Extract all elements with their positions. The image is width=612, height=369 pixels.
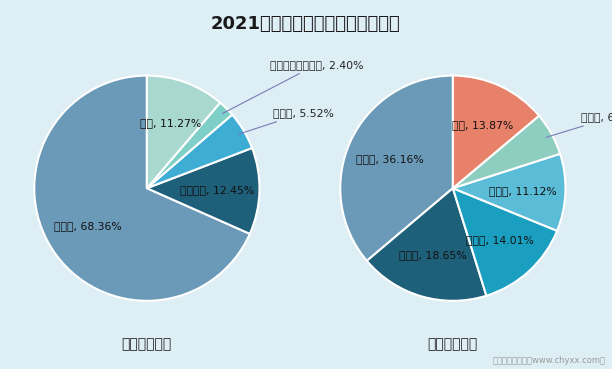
Wedge shape [147,115,252,188]
Wedge shape [453,188,557,296]
Text: 上海市, 6.19%: 上海市, 6.19% [546,113,612,137]
Text: 四川省, 14.01%: 四川省, 14.01% [466,235,534,245]
Wedge shape [367,188,487,301]
Text: 江苏省, 68.36%: 江苏省, 68.36% [54,221,122,231]
Text: 其他, 11.27%: 其他, 11.27% [141,118,202,128]
Text: 出口省份格局: 出口省份格局 [122,337,172,351]
Wedge shape [453,76,539,188]
Wedge shape [147,76,220,188]
Text: 其他, 13.87%: 其他, 13.87% [452,120,513,130]
Text: 广东省, 11.12%: 广东省, 11.12% [489,186,556,196]
Wedge shape [147,148,259,234]
Text: 制图：智研咨询（www.chyxx.com）: 制图：智研咨询（www.chyxx.com） [493,356,606,365]
Wedge shape [453,154,565,231]
Text: 四川省, 5.52%: 四川省, 5.52% [239,108,334,134]
Wedge shape [453,116,560,188]
Text: 2021年我国油酸进出口量省份格局: 2021年我国油酸进出口量省份格局 [211,15,401,33]
Text: 江苏省, 36.16%: 江苏省, 36.16% [356,154,424,164]
Text: 进口省份格局: 进口省份格局 [428,337,478,351]
Text: 福建省, 18.65%: 福建省, 18.65% [400,250,467,260]
Text: 新疆维吾尔自治区, 2.40%: 新疆维吾尔自治区, 2.40% [222,59,364,114]
Wedge shape [340,76,453,261]
Wedge shape [34,76,250,301]
Wedge shape [147,103,232,188]
Text: 黑龙江省, 12.45%: 黑龙江省, 12.45% [179,185,254,195]
